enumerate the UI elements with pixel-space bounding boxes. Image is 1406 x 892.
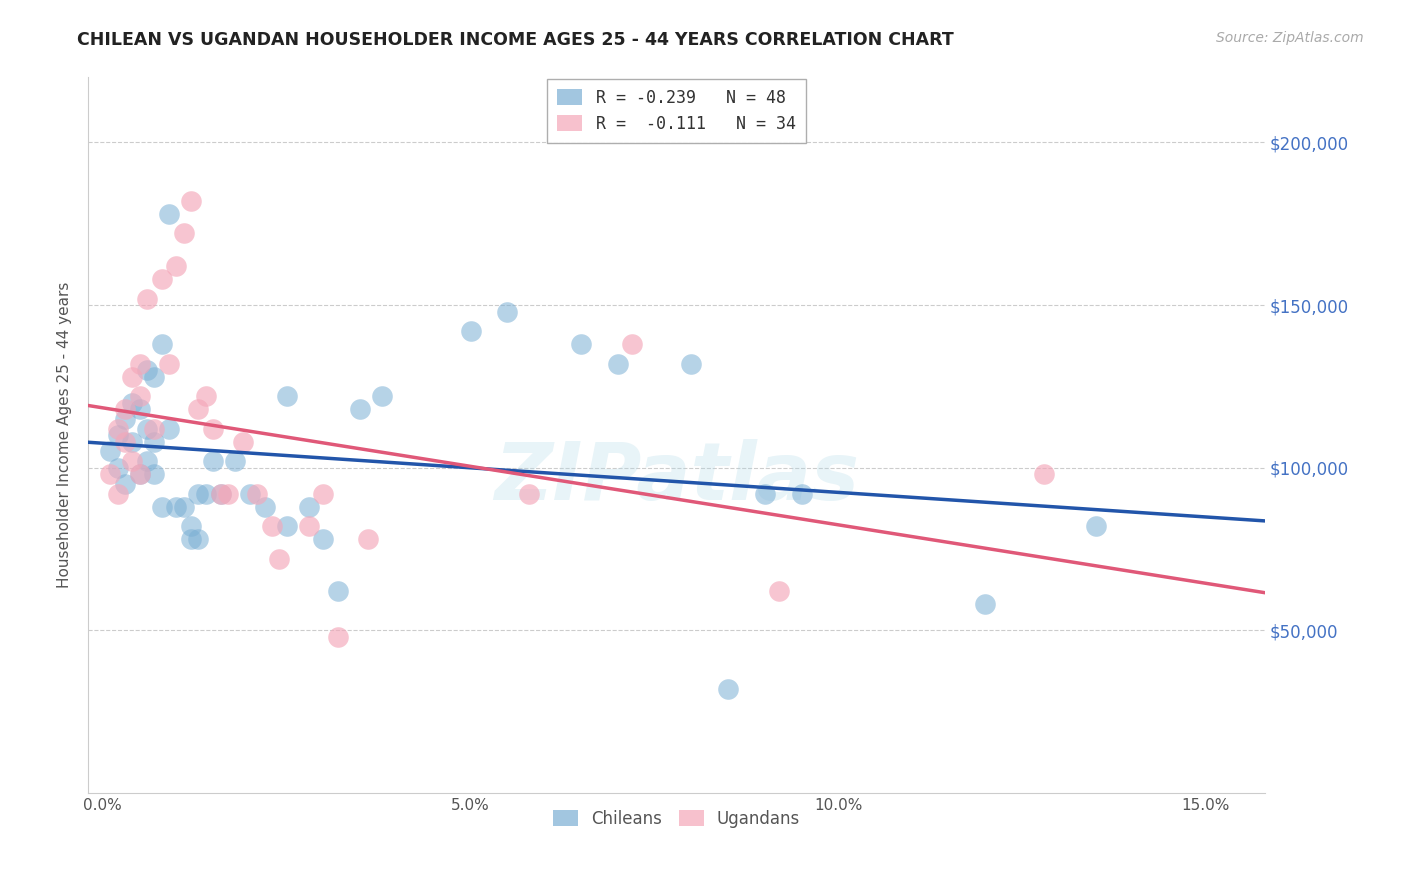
Point — [180, 194, 202, 208]
Point — [681, 357, 703, 371]
Point — [114, 434, 136, 449]
Point — [121, 434, 143, 449]
Point — [165, 500, 187, 514]
Point — [328, 584, 350, 599]
Point — [173, 227, 195, 241]
Point — [328, 630, 350, 644]
Point — [150, 272, 173, 286]
Point — [269, 551, 291, 566]
Point — [128, 389, 150, 403]
Point — [356, 532, 378, 546]
Point — [569, 337, 592, 351]
Point — [180, 519, 202, 533]
Point — [157, 421, 180, 435]
Point — [187, 402, 209, 417]
Point — [180, 532, 202, 546]
Point — [107, 421, 129, 435]
Point — [754, 486, 776, 500]
Point — [136, 363, 159, 377]
Point — [312, 532, 335, 546]
Point — [717, 681, 740, 696]
Point — [107, 486, 129, 500]
Point — [312, 486, 335, 500]
Point — [790, 486, 813, 500]
Legend: Chileans, Ugandans: Chileans, Ugandans — [546, 803, 807, 834]
Point — [136, 421, 159, 435]
Point — [194, 389, 217, 403]
Point — [209, 486, 232, 500]
Point — [114, 476, 136, 491]
Point — [298, 519, 321, 533]
Point — [606, 357, 628, 371]
Point — [202, 421, 225, 435]
Text: CHILEAN VS UGANDAN HOUSEHOLDER INCOME AGES 25 - 44 YEARS CORRELATION CHART: CHILEAN VS UGANDAN HOUSEHOLDER INCOME AG… — [77, 31, 955, 49]
Point — [496, 304, 519, 318]
Point — [136, 454, 159, 468]
Point — [136, 292, 159, 306]
Point — [128, 467, 150, 481]
Point — [224, 454, 246, 468]
Point — [157, 357, 180, 371]
Point — [621, 337, 644, 351]
Point — [143, 421, 166, 435]
Point — [121, 395, 143, 409]
Point — [143, 434, 166, 449]
Point — [114, 402, 136, 417]
Point — [121, 369, 143, 384]
Point — [209, 486, 232, 500]
Point — [107, 460, 129, 475]
Point — [150, 500, 173, 514]
Point — [187, 532, 209, 546]
Point — [276, 389, 298, 403]
Point — [217, 486, 239, 500]
Point — [98, 467, 121, 481]
Point — [371, 389, 394, 403]
Text: ZIPatlas: ZIPatlas — [494, 439, 859, 517]
Point — [128, 467, 150, 481]
Point — [276, 519, 298, 533]
Point — [121, 454, 143, 468]
Point — [143, 467, 166, 481]
Point — [165, 259, 187, 273]
Point — [253, 500, 276, 514]
Point — [173, 500, 195, 514]
Point — [768, 584, 790, 599]
Point — [519, 486, 541, 500]
Point — [260, 519, 283, 533]
Point — [157, 207, 180, 221]
Point — [246, 486, 269, 500]
Point — [232, 434, 254, 449]
Y-axis label: Householder Income Ages 25 - 44 years: Householder Income Ages 25 - 44 years — [58, 282, 72, 588]
Point — [974, 597, 997, 611]
Point — [298, 500, 321, 514]
Point — [239, 486, 262, 500]
Point — [143, 369, 166, 384]
Point — [150, 337, 173, 351]
Point — [98, 444, 121, 458]
Point — [128, 357, 150, 371]
Point — [202, 454, 225, 468]
Text: Source: ZipAtlas.com: Source: ZipAtlas.com — [1216, 31, 1364, 45]
Point — [349, 402, 371, 417]
Point — [107, 428, 129, 442]
Point — [128, 402, 150, 417]
Point — [114, 411, 136, 425]
Point — [187, 486, 209, 500]
Point — [460, 324, 482, 338]
Point — [194, 486, 217, 500]
Point — [1033, 467, 1056, 481]
Point — [1084, 519, 1107, 533]
